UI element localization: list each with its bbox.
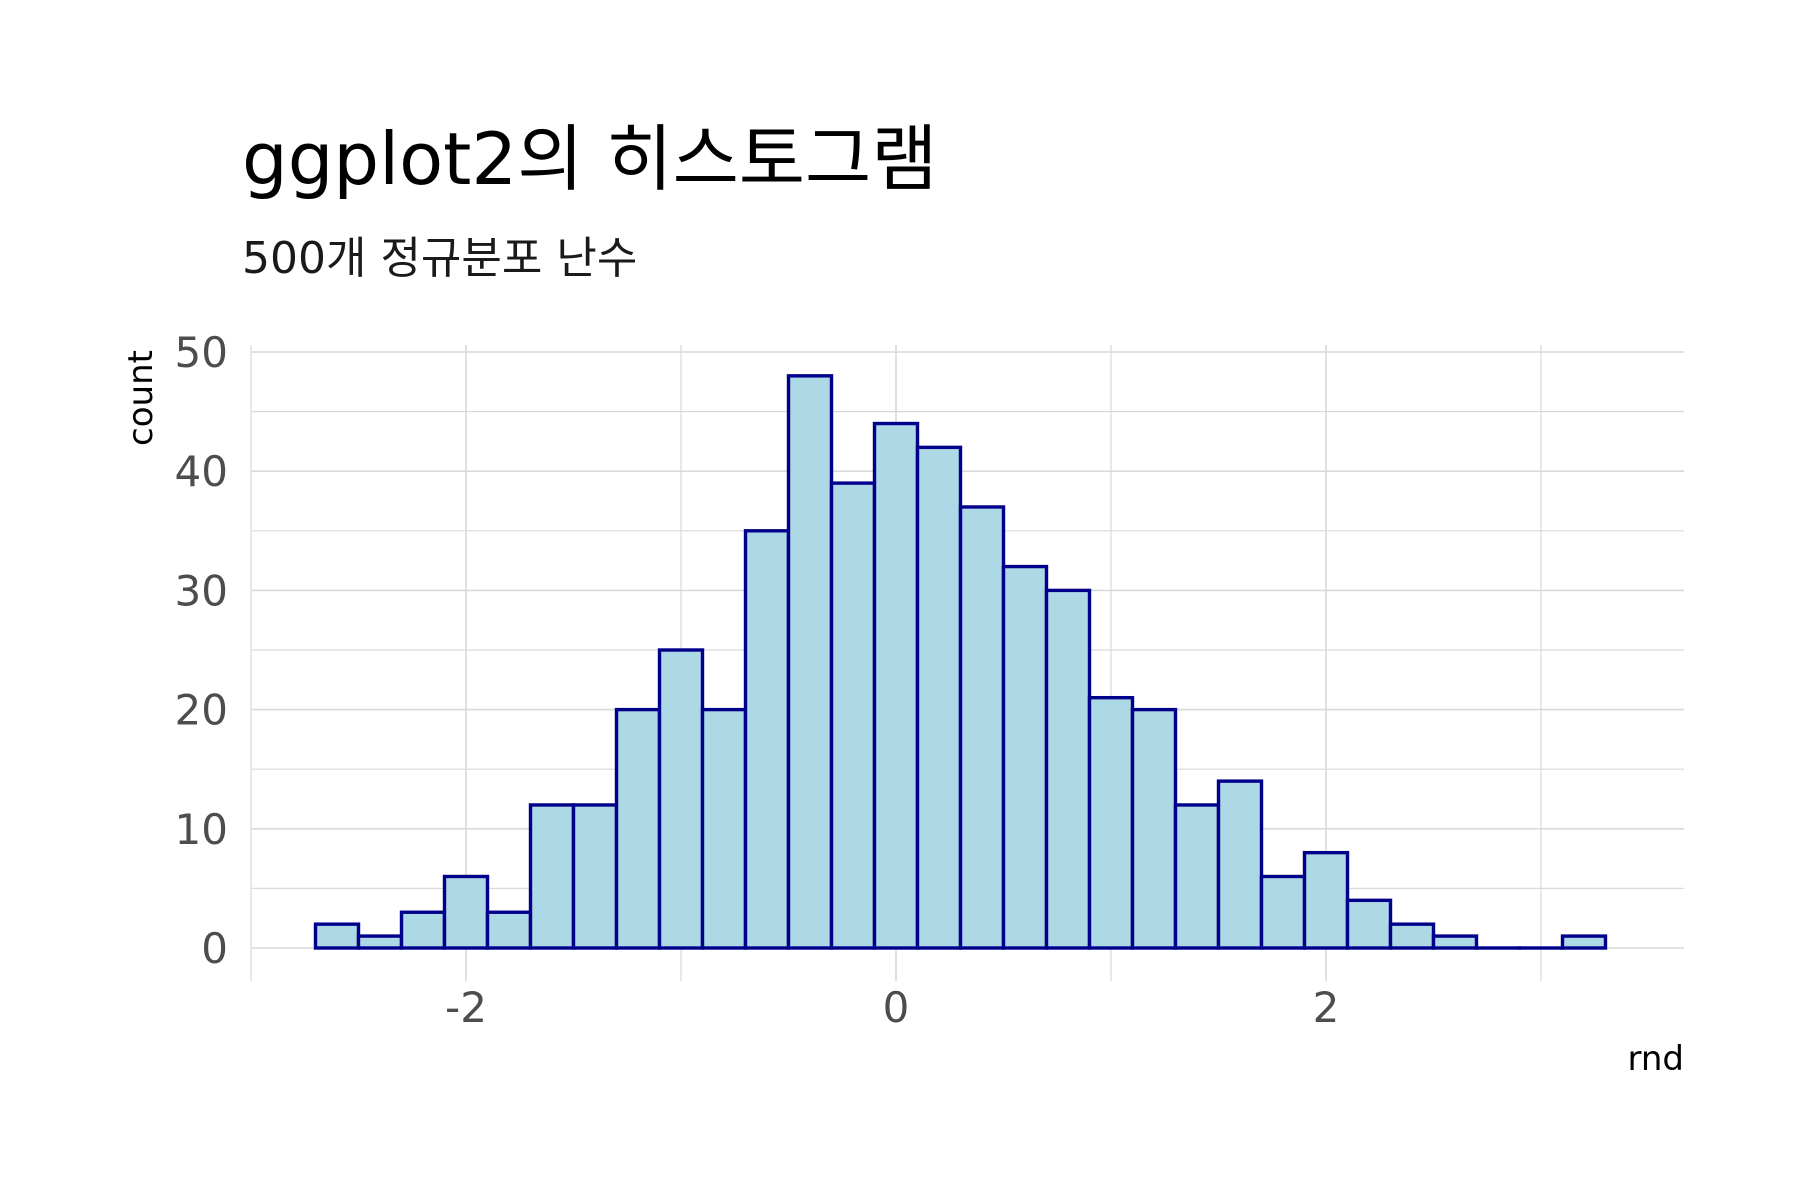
- histogram-bars: [313, 374, 1608, 950]
- histogram-bar: [743, 529, 791, 950]
- chart-title: ggplot2의 히스토그램: [242, 117, 938, 201]
- histogram-bar: [528, 803, 576, 950]
- histogram-bar: [1001, 564, 1049, 950]
- histogram-bar: [1044, 588, 1092, 950]
- y-tick-label: 20: [175, 686, 228, 735]
- histogram-bar: [313, 922, 361, 950]
- y-axis-label: count: [121, 350, 161, 446]
- histogram-bar: [614, 707, 662, 950]
- histogram-bar: [1431, 934, 1479, 950]
- x-axis-label: rnd: [1627, 1039, 1684, 1079]
- histogram-bar: [1087, 695, 1135, 950]
- x-tick-label: -2: [445, 983, 487, 1032]
- histogram-bar: [1173, 803, 1221, 950]
- x-tick-label: 0: [883, 983, 910, 1032]
- x-axis-tick-labels: -2 0 2: [445, 983, 1339, 1032]
- histogram-bar: [1345, 898, 1393, 950]
- histogram-bar: [1388, 922, 1436, 950]
- y-tick-label: 40: [175, 447, 228, 496]
- histogram-bar: [1259, 874, 1307, 950]
- histogram-bar: [571, 803, 619, 950]
- histogram-bar: [1560, 934, 1608, 950]
- y-tick-label: 50: [175, 328, 228, 377]
- histogram-bar: [700, 707, 748, 950]
- histogram-bar: [356, 934, 404, 950]
- histogram-bar: [657, 648, 705, 950]
- histogram-bar: [915, 445, 963, 950]
- histogram-bar: [442, 874, 490, 950]
- histogram-bar: [786, 374, 834, 950]
- histogram-bar: [485, 910, 533, 950]
- histogram-bar: [399, 910, 447, 950]
- x-tick-label: 2: [1313, 983, 1340, 1032]
- histogram-bar: [1216, 779, 1264, 950]
- y-tick-label: 30: [175, 566, 228, 615]
- histogram-bar: [1302, 850, 1350, 950]
- histogram-bar: [872, 421, 920, 950]
- y-tick-label: 0: [201, 924, 228, 973]
- y-axis-tick-labels: 0 10 20 30 40 50: [175, 328, 228, 973]
- histogram-bar: [958, 505, 1006, 950]
- histogram-bar: [1130, 707, 1178, 950]
- chart-subtitle: 500개 정규분포 난수: [242, 233, 637, 284]
- histogram-bar: [829, 481, 877, 950]
- y-tick-label: 10: [175, 805, 228, 854]
